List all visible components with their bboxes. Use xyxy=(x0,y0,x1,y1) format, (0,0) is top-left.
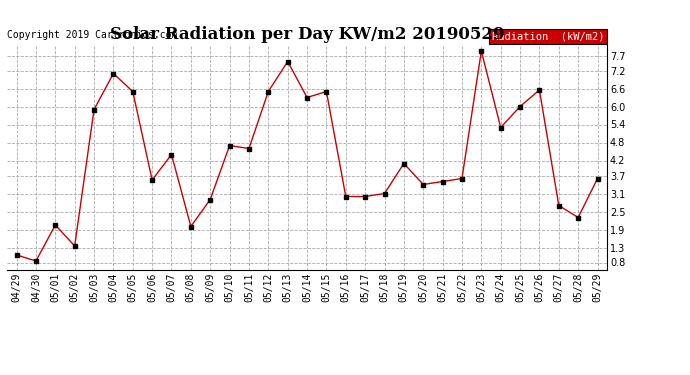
Text: Copyright 2019 Cartronics.com: Copyright 2019 Cartronics.com xyxy=(7,30,177,40)
Title: Solar Radiation per Day KW/m2 20190529: Solar Radiation per Day KW/m2 20190529 xyxy=(110,27,504,44)
Text: Radiation  (kW/m2): Radiation (kW/m2) xyxy=(492,32,604,42)
